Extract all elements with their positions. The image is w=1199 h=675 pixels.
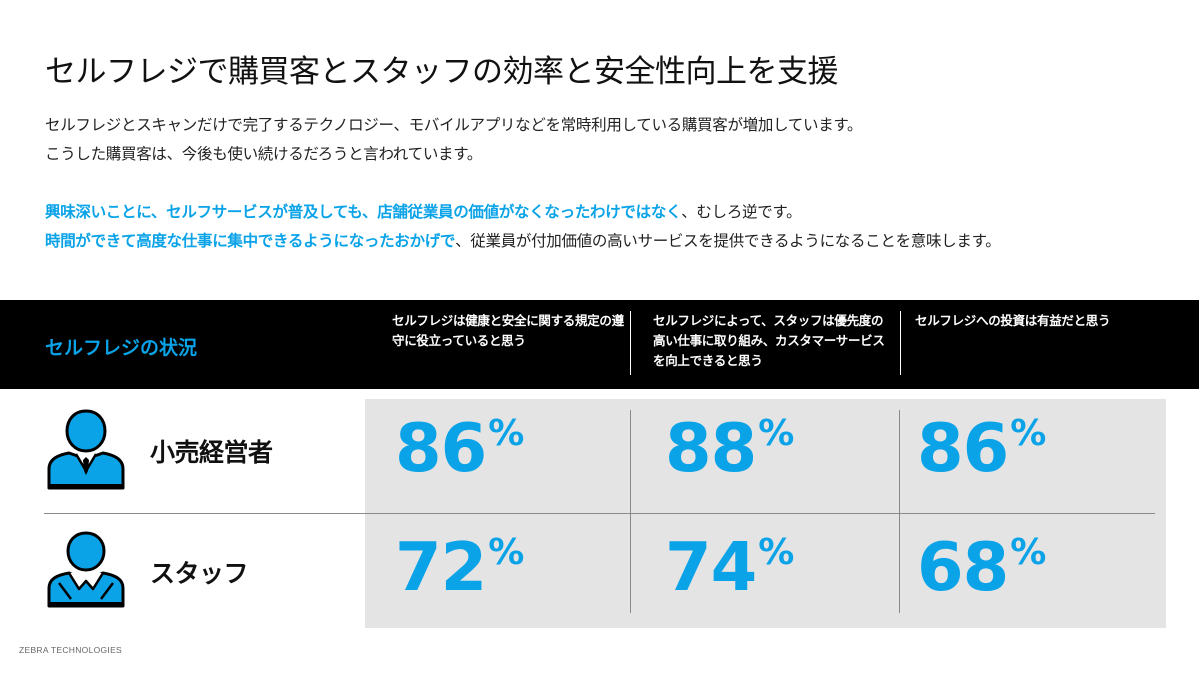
column-divider [630,410,631,613]
intro-line-2: こうした購買客は、今後も使い続けるだろうと言われています。 [45,145,483,163]
stat-value: 88% [665,409,795,487]
intro-paragraph: セルフレジとスキャンだけで完了するテクノロジー、モバイルアプリなどを常時利用して… [45,111,863,169]
section-label: セルフレジの状況 [45,337,198,359]
page-title: セルフレジで購買客とスタッフの効率と安全性向上を支援 [45,54,839,90]
row-label-retail-owner: 小売経営者 [150,438,273,467]
highlight-rest-2: 、従業員が付加価値の高いサービスを提供できるようになることを意味します。 [455,232,1001,250]
column-header-investment: セルフレジへの投資は有益だと思う [915,313,1111,328]
stat-value: 86% [917,409,1047,487]
highlight-emphasis-1: 興味深いことに、セルフサービスが普及しても、店舗従業員の価値がなくなったわけでは… [45,203,682,221]
retail-owner-person-icon [47,409,125,490]
row-divider [44,513,1155,514]
stat-value: 74% [665,528,795,606]
header-divider [630,311,631,375]
highlight-line-2: 時間ができて高度な仕事に集中できるようになったおかげで、従業員が付加価値の高いサ… [45,227,1001,256]
stat-value: 72% [395,528,525,606]
column-divider [899,410,900,613]
highlight-rest-1: 、むしろ逆です。 [681,203,802,221]
column-header-compliance: セルフレジは健康と安全に関する規定の遵守に役立っていると思う [392,313,624,348]
highlight-paragraph: 興味深いことに、セルフサービスが普及しても、店舗従業員の価値がなくなったわけでは… [45,198,1001,256]
stat-value: 68% [917,528,1047,606]
stat-value: 86% [395,409,525,487]
intro-line-1: セルフレジとスキャンだけで完了するテクノロジー、モバイルアプリなどを常時利用して… [45,116,863,134]
row-label-staff: スタッフ [150,559,249,588]
table-header-band [0,300,1199,389]
footer-brand: ZEBRA TECHNOLOGIES [19,645,123,655]
highlight-line-1: 興味深いことに、セルフサービスが普及しても、店舗従業員の価値がなくなったわけでは… [45,198,1000,227]
highlight-emphasis-2: 時間ができて高度な仕事に集中できるようになったおかげで [45,232,456,250]
column-header-priority-work: セルフレジによって、スタッフは優先度の高い仕事に取り組み、カスタマーサービスを向… [653,313,885,368]
staff-person-icon [47,531,125,608]
header-divider [900,311,901,375]
